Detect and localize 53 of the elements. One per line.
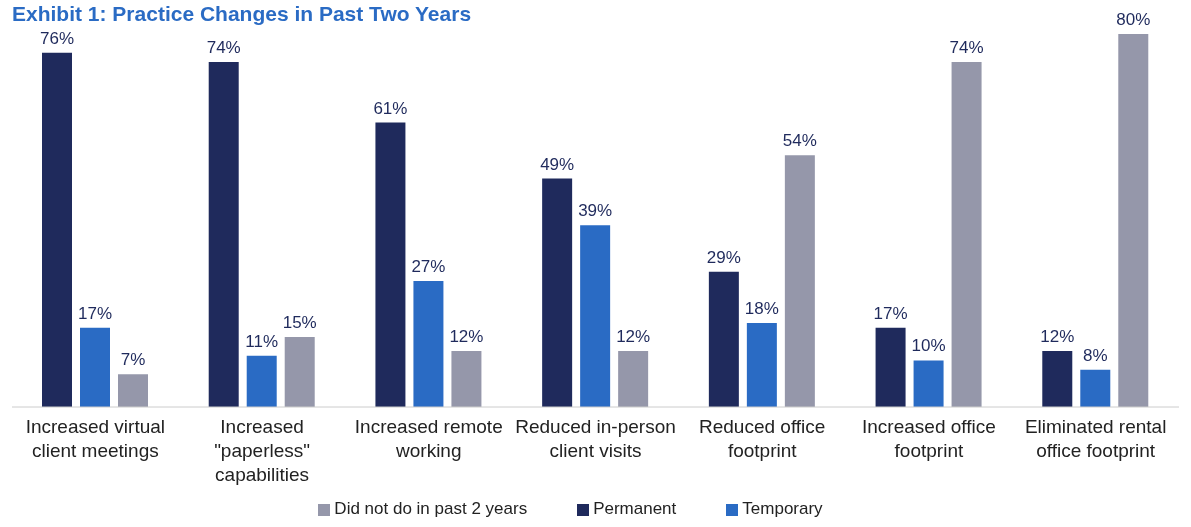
- data-label: 49%: [540, 154, 575, 174]
- bar: [875, 327, 906, 407]
- data-label: 10%: [911, 336, 946, 356]
- data-label: 27%: [411, 257, 446, 277]
- x-tick-label: Increased virtual client meetings: [25, 416, 166, 461]
- bar: [80, 327, 110, 407]
- data-label: 74%: [949, 37, 984, 57]
- bar: [118, 374, 148, 407]
- data-label: 12%: [616, 327, 651, 347]
- data-label: 29%: [706, 247, 741, 267]
- legend-label: Temporary: [742, 499, 823, 518]
- bar: [375, 122, 406, 407]
- data-label: 54%: [782, 131, 817, 151]
- legend-label: Did not do in past 2 years: [334, 499, 528, 518]
- legend-label: Permanent: [593, 499, 677, 518]
- bar: [708, 271, 739, 407]
- x-tick-label: Eliminated rental office footprint: [1024, 416, 1167, 461]
- bar: [746, 323, 777, 407]
- bar: [284, 337, 315, 407]
- data-label: 11%: [245, 331, 279, 351]
- bar: [580, 225, 611, 407]
- x-tick-label: Increased remote working: [354, 416, 503, 461]
- data-label: 7%: [120, 350, 146, 370]
- chart-title: Exhibit 1: Practice Changes in Past Two Years: [12, 2, 472, 26]
- x-tick-label: Increased office footprint: [862, 416, 996, 461]
- bar: [1118, 34, 1149, 407]
- bar: [1042, 351, 1073, 407]
- bar: [784, 155, 815, 407]
- bar: [208, 61, 239, 407]
- bar: [542, 178, 573, 407]
- data-label: 61%: [373, 98, 408, 118]
- bar: [1080, 369, 1111, 407]
- bar: [451, 351, 482, 407]
- data-label: 12%: [1040, 327, 1075, 347]
- data-label: 76%: [39, 28, 75, 48]
- x-tick-label: Reduced office footprint: [699, 416, 826, 461]
- bar: [42, 52, 72, 407]
- bar: [913, 360, 944, 407]
- data-label: 17%: [77, 303, 113, 323]
- bar: [246, 355, 277, 407]
- data-label: 80%: [1116, 10, 1151, 29]
- data-label: 18%: [744, 299, 779, 319]
- data-label: 74%: [206, 37, 241, 57]
- data-label: 39%: [578, 201, 613, 221]
- data-label: 12%: [449, 327, 484, 347]
- data-label: 8%: [1083, 345, 1108, 365]
- bar: [951, 61, 982, 407]
- x-tick-label: Increased "paperless" capabilities: [214, 416, 311, 485]
- data-label: 15%: [282, 313, 317, 333]
- bar: [413, 281, 444, 407]
- bar: [618, 351, 649, 407]
- x-tick-label: Reduced in-person client visits: [515, 416, 676, 461]
- data-label: 17%: [873, 303, 908, 323]
